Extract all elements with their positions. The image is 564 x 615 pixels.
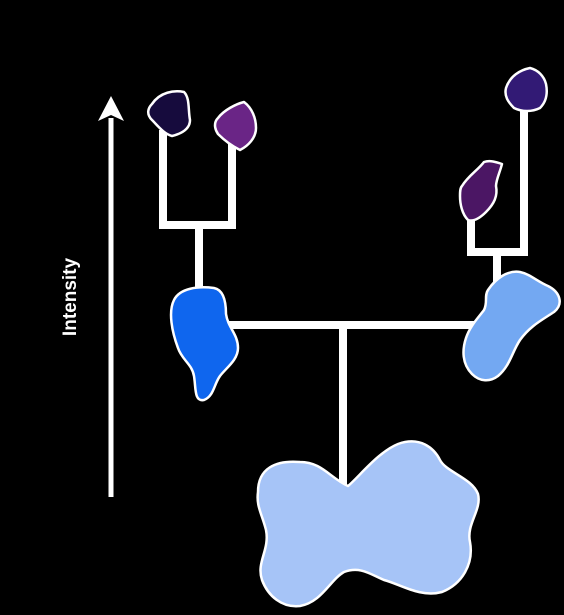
root-node-blob bbox=[256, 440, 480, 608]
mid-left-fork-line bbox=[159, 130, 236, 229]
mid-right-fork-line bbox=[467, 110, 528, 256]
leaf-node-4-blob bbox=[504, 66, 548, 113]
leaf-node-1-blob bbox=[147, 90, 192, 138]
leaf-node-2-blob bbox=[213, 100, 258, 152]
axis-label: Intensity bbox=[60, 258, 81, 337]
mid-left-node-blob bbox=[169, 286, 240, 402]
intensity-axis: Intensity bbox=[60, 96, 124, 497]
axis-arrow-head bbox=[98, 96, 124, 121]
leaf-node-3-blob bbox=[458, 159, 504, 222]
mid-right-node-blob bbox=[462, 270, 561, 382]
